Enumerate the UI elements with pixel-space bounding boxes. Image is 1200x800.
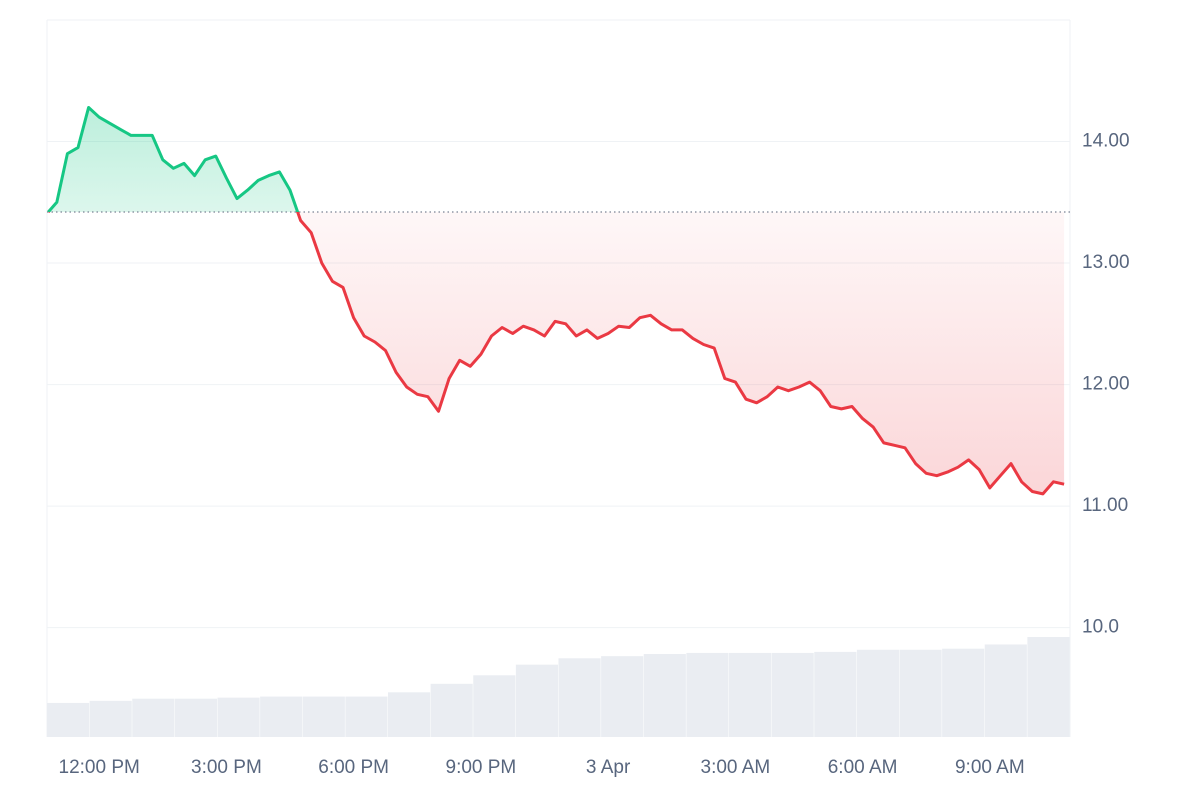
- volume-bar: [89, 700, 132, 737]
- x-tick-label: 12:00 PM: [59, 757, 140, 778]
- y-tick-label: 10.0: [1082, 617, 1119, 638]
- x-tick-label: 6:00 AM: [828, 757, 898, 778]
- volume-bar: [302, 696, 345, 737]
- volume-bar: [132, 698, 175, 737]
- volume-bar: [47, 702, 90, 737]
- volume-bar: [643, 654, 686, 737]
- x-tick-label: 3 Apr: [586, 757, 631, 778]
- volume-bar: [515, 664, 558, 737]
- volume-bar: [473, 675, 516, 737]
- price-line: [47, 106, 1065, 496]
- area: [48, 107, 1065, 494]
- volume-bar: [899, 649, 942, 737]
- volume-bar: [1027, 637, 1070, 737]
- y-tick-label: 14.00: [1082, 131, 1130, 152]
- x-tick-label: 6:00 PM: [318, 757, 389, 778]
- volume-bar: [686, 652, 729, 737]
- volume-bar: [601, 656, 644, 737]
- y-tick-label: 11.00: [1082, 495, 1128, 516]
- x-tick-label: 3:00 AM: [701, 757, 771, 778]
- x-tick-label: 3:00 PM: [191, 757, 262, 778]
- volume-bar: [856, 649, 899, 737]
- volume-bar: [814, 651, 857, 737]
- volume-bar: [942, 648, 985, 737]
- volume-bar: [430, 683, 473, 737]
- volume-bar: [260, 696, 303, 737]
- y-tick-label: 12.00: [1082, 374, 1130, 395]
- volume-bar: [984, 644, 1027, 737]
- volume-bar: [345, 696, 388, 737]
- volume-bar: [388, 692, 431, 737]
- y-tick-label: 13.00: [1082, 252, 1130, 273]
- volume-bar: [729, 652, 772, 737]
- x-tick-label: 9:00 AM: [955, 757, 1025, 778]
- volume-bar: [771, 652, 814, 737]
- volume-bar: [174, 698, 217, 737]
- volume-bar: [558, 658, 601, 737]
- volume-bar: [217, 697, 260, 737]
- x-tick-label: 9:00 PM: [446, 757, 517, 778]
